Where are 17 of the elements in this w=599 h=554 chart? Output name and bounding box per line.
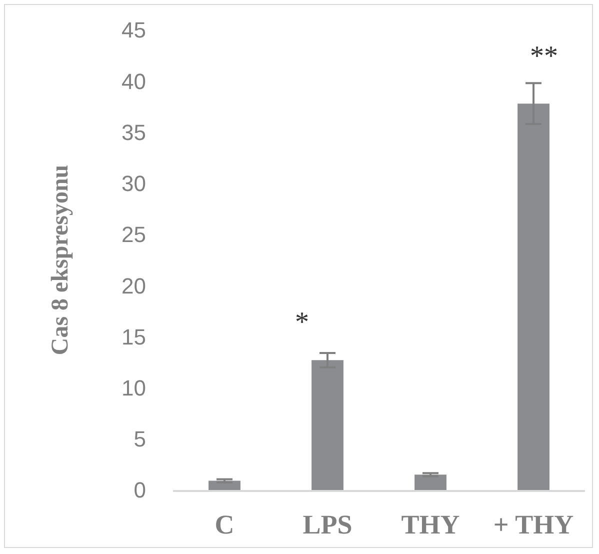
y-tick-label: 25 [122, 222, 146, 248]
y-tick-label: 5 [134, 426, 146, 452]
y-tick-label: 0 [134, 478, 146, 503]
x-tick-label: LPS [302, 509, 352, 540]
y-tick-label: 35 [122, 120, 146, 145]
x-tick-label: C [214, 509, 234, 540]
y-tick-label: 30 [122, 171, 146, 196]
x-tick-label: THY [401, 509, 460, 540]
y-tick-label: 10 [122, 375, 146, 400]
annotation: * [295, 307, 309, 338]
y-tick-label: 20 [122, 273, 146, 298]
y-axis-title: Cas 8 ekspresyonu [48, 164, 74, 356]
y-tick-label: 45 [122, 18, 146, 43]
annotation: ** [530, 41, 558, 72]
y-tick-label: 40 [122, 68, 146, 94]
y-tick-label: 15 [122, 324, 146, 350]
x-tick-label: + THY [493, 509, 574, 540]
